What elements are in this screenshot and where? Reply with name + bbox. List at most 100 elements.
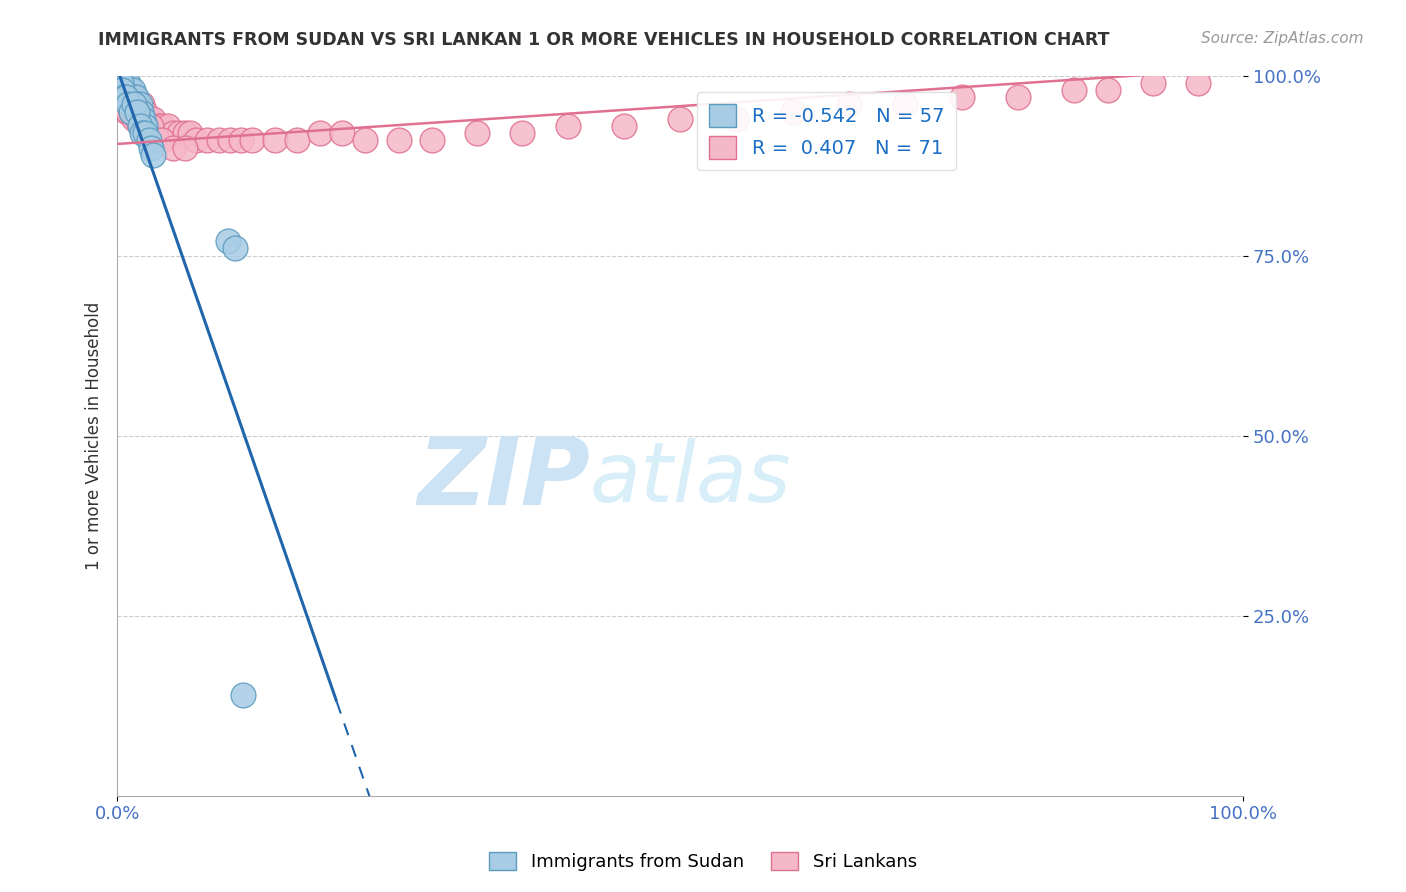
Point [1142, 76, 1164, 90]
Point [330, 126, 353, 140]
Point [127, 112, 149, 126]
Point [115, 83, 138, 97]
Point [173, 126, 195, 140]
Point [167, 126, 190, 140]
Point [108, 76, 131, 90]
Point [125, 90, 148, 104]
Point [127, 97, 149, 112]
Point [134, 104, 156, 119]
Point [117, 104, 139, 119]
Point [114, 97, 136, 112]
Point [114, 76, 136, 90]
Point [132, 112, 155, 126]
Point [110, 76, 132, 90]
Point [131, 112, 153, 126]
Point [1097, 83, 1119, 97]
Point [184, 133, 207, 147]
Point [134, 119, 156, 133]
Point [122, 90, 145, 104]
Text: IMMIGRANTS FROM SUDAN VS SRI LANKAN 1 OR MORE VEHICLES IN HOUSEHOLD CORRELATION : IMMIGRANTS FROM SUDAN VS SRI LANKAN 1 OR… [98, 31, 1109, 49]
Point [111, 69, 134, 83]
Point [110, 83, 132, 97]
Point [117, 90, 139, 104]
Point [1187, 76, 1209, 90]
Point [207, 133, 229, 147]
Point [134, 126, 156, 140]
Point [111, 83, 134, 97]
Point [145, 133, 167, 147]
Point [128, 97, 150, 112]
Point [128, 104, 150, 119]
Point [128, 119, 150, 133]
Point [110, 69, 132, 83]
Point [218, 133, 240, 147]
Point [108, 76, 131, 90]
Point [115, 90, 138, 104]
Point [142, 112, 165, 126]
Point [557, 119, 579, 133]
Point [232, 688, 254, 702]
Point [111, 69, 134, 83]
Point [120, 90, 142, 104]
Point [195, 133, 218, 147]
Point [838, 97, 860, 112]
Text: atlas: atlas [591, 438, 792, 519]
Point [115, 97, 138, 112]
Point [162, 126, 184, 140]
Point [114, 83, 136, 97]
Point [112, 83, 135, 97]
Point [122, 83, 145, 97]
Point [122, 97, 145, 112]
Point [117, 97, 139, 112]
Point [1063, 83, 1085, 97]
Point [108, 69, 131, 83]
Point [950, 90, 973, 104]
Point [422, 133, 444, 147]
Point [173, 140, 195, 154]
Point [121, 90, 143, 104]
Point [122, 112, 145, 126]
Point [388, 133, 411, 147]
Point [139, 140, 162, 154]
Point [150, 133, 173, 147]
Y-axis label: 1 or more Vehicles in Household: 1 or more Vehicles in Household [86, 301, 103, 570]
Point [162, 140, 184, 154]
Point [112, 90, 135, 104]
Point [139, 119, 162, 133]
Point [127, 97, 149, 112]
Point [112, 90, 135, 104]
Text: Source: ZipAtlas.com: Source: ZipAtlas.com [1201, 31, 1364, 46]
Point [129, 104, 152, 119]
Point [124, 97, 146, 112]
Point [725, 112, 748, 126]
Point [217, 234, 239, 248]
Point [120, 83, 142, 97]
Point [117, 104, 139, 119]
Point [112, 76, 135, 90]
Point [179, 126, 201, 140]
Point [118, 90, 141, 104]
Point [111, 90, 134, 104]
Text: ZIP: ZIP [418, 433, 591, 524]
Legend: Immigrants from Sudan, Sri Lankans: Immigrants from Sudan, Sri Lankans [482, 845, 924, 879]
Point [115, 90, 138, 104]
Point [138, 112, 160, 126]
Point [512, 126, 534, 140]
Point [131, 97, 153, 112]
Point [131, 119, 153, 133]
Point [111, 76, 134, 90]
Point [138, 133, 160, 147]
Point [354, 133, 377, 147]
Point [122, 97, 145, 112]
Point [229, 133, 252, 147]
Point [1007, 90, 1029, 104]
Point [613, 119, 636, 133]
Point [263, 133, 285, 147]
Legend: R = -0.542   N = 57, R =  0.407   N = 71: R = -0.542 N = 57, R = 0.407 N = 71 [697, 93, 956, 170]
Point [115, 76, 138, 90]
Point [120, 104, 142, 119]
Point [782, 104, 804, 119]
Point [111, 76, 134, 90]
Point [669, 112, 692, 126]
Point [124, 90, 146, 104]
